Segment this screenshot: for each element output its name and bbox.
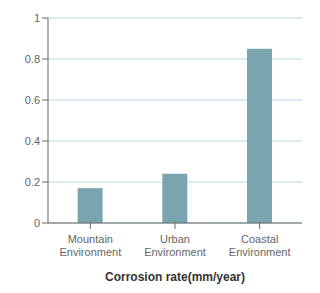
svg-text:UrbanEnvironment: UrbanEnvironment: [144, 233, 206, 258]
svg-text:Corrosion rate(mm/year): Corrosion rate(mm/year): [105, 270, 245, 284]
svg-text:0.2: 0.2: [25, 176, 40, 188]
svg-text:0.6: 0.6: [25, 94, 40, 106]
svg-text:MountainEnvironment: MountainEnvironment: [59, 233, 121, 258]
svg-text:0.8: 0.8: [25, 53, 40, 65]
svg-text:1: 1: [34, 12, 40, 24]
svg-text:0.4: 0.4: [25, 135, 40, 147]
svg-text:CoastalEnvironment: CoastalEnvironment: [229, 233, 291, 258]
svg-text:0: 0: [34, 217, 40, 229]
